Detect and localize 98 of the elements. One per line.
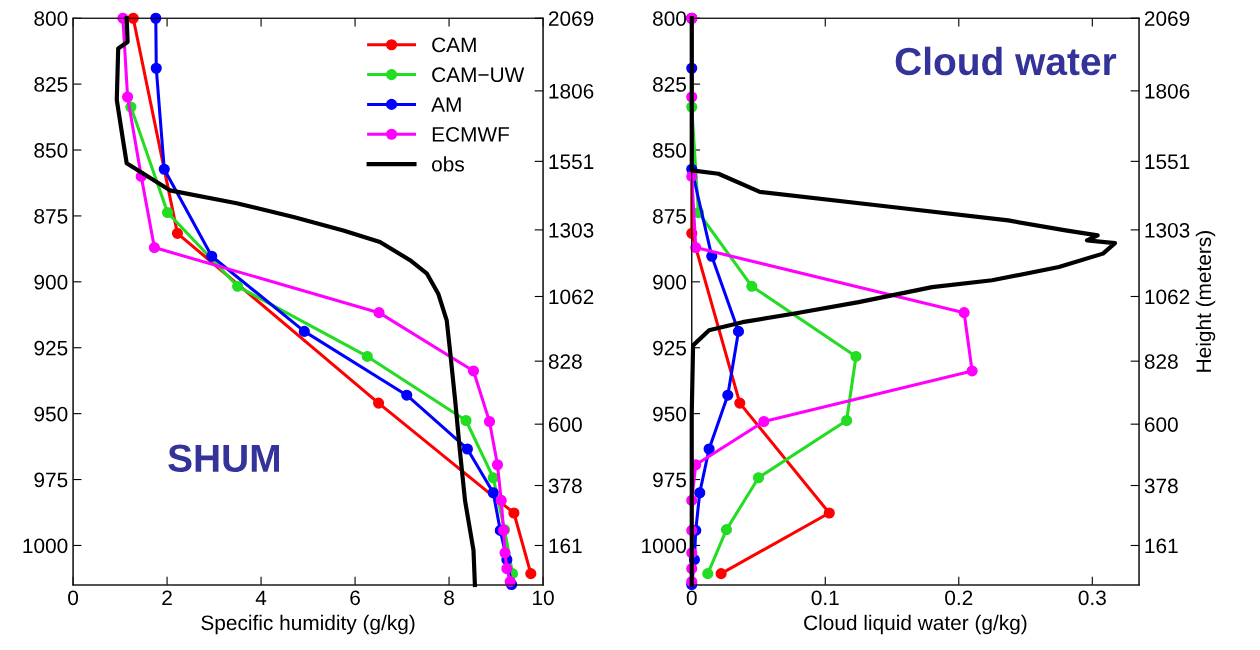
point bbox=[161, 206, 174, 219]
point bbox=[495, 494, 507, 506]
point bbox=[491, 459, 504, 471]
y2-tick-label: 1062 bbox=[1145, 289, 1190, 305]
x-axis-title: Specific humidity (g/kg) bbox=[201, 614, 415, 635]
point bbox=[690, 242, 702, 254]
point bbox=[232, 280, 244, 292]
point bbox=[850, 350, 862, 362]
point bbox=[841, 414, 853, 427]
point bbox=[361, 350, 373, 362]
x-tick-label: 0 bbox=[686, 590, 697, 606]
point bbox=[373, 397, 385, 409]
point bbox=[732, 325, 745, 337]
x-tick-label: 4 bbox=[255, 590, 267, 605]
y2-tick-label: 1551 bbox=[1145, 154, 1190, 170]
point bbox=[703, 443, 715, 455]
point bbox=[171, 227, 183, 239]
point bbox=[702, 568, 714, 580]
y-tick-label: 925 bbox=[34, 340, 68, 356]
x-tick-label: 2 bbox=[162, 590, 172, 605]
y2-axis-title: Height (meters) bbox=[1195, 231, 1216, 372]
y-tick-label: 875 bbox=[653, 208, 687, 224]
y2-tick-label: 1806 bbox=[549, 83, 594, 99]
y-tick-label: 900 bbox=[34, 274, 68, 290]
y2-tick-label: 378 bbox=[1144, 478, 1178, 494]
point bbox=[150, 62, 162, 74]
point bbox=[966, 365, 978, 377]
y2-tick-label: 1303 bbox=[1145, 222, 1190, 238]
y-tick-label: 975 bbox=[653, 472, 687, 488]
point bbox=[461, 443, 473, 455]
y-tick-label: 825 bbox=[653, 77, 687, 92]
x-tick-label: 10 bbox=[533, 590, 554, 606]
annotation: SHUM bbox=[168, 444, 279, 473]
legend-label: obs bbox=[432, 156, 464, 172]
point bbox=[525, 568, 537, 580]
x-tick-label: 0.2 bbox=[945, 590, 973, 606]
point bbox=[720, 524, 733, 536]
point bbox=[752, 472, 765, 484]
y-tick-label: 950 bbox=[34, 406, 68, 422]
point bbox=[746, 280, 758, 292]
y-tick-label: 875 bbox=[34, 208, 68, 224]
legend-label: AM bbox=[431, 97, 461, 112]
x-axis-title: Cloud liquid water (g/kg) bbox=[804, 614, 1027, 635]
y2-tick-label: 2069 bbox=[1144, 11, 1190, 26]
point bbox=[483, 415, 496, 428]
point bbox=[487, 472, 499, 484]
x-tick-label: 0.1 bbox=[811, 590, 839, 606]
point bbox=[158, 163, 170, 175]
y-tick-label: 825 bbox=[34, 77, 68, 92]
y2-tick-label: 161 bbox=[549, 538, 582, 554]
point bbox=[148, 242, 160, 254]
point bbox=[508, 507, 520, 519]
point bbox=[734, 397, 746, 409]
y-tick-label: 800 bbox=[653, 11, 687, 26]
point bbox=[958, 307, 970, 319]
point bbox=[501, 563, 513, 575]
annotation: Cloud water bbox=[895, 46, 1117, 76]
x-tick-label: 8 bbox=[444, 590, 454, 606]
legend-label: ECMWF bbox=[432, 127, 509, 142]
point bbox=[460, 414, 472, 427]
legend-label: CAM−UW bbox=[432, 67, 525, 83]
y2-tick-label: 600 bbox=[1144, 417, 1178, 432]
point bbox=[715, 568, 727, 580]
y-tick-label: 925 bbox=[653, 340, 687, 356]
point bbox=[722, 389, 734, 401]
y-tick-label: 850 bbox=[653, 143, 687, 158]
y2-tick-label: 378 bbox=[548, 478, 582, 494]
y-tick-label: 950 bbox=[653, 406, 687, 422]
x-tick-label: 6 bbox=[350, 590, 360, 606]
y-tick-label: 850 bbox=[34, 143, 68, 158]
x-tick-label: 0 bbox=[68, 590, 79, 606]
point bbox=[122, 91, 134, 103]
legend-label: CAM bbox=[432, 37, 476, 53]
point bbox=[499, 547, 511, 559]
point bbox=[298, 325, 310, 337]
y-tick-label: 1000 bbox=[23, 538, 68, 554]
y2-tick-label: 828 bbox=[1144, 354, 1178, 369]
y2-tick-label: 1551 bbox=[549, 154, 594, 170]
y-tick-label: 800 bbox=[34, 11, 68, 26]
point bbox=[758, 415, 770, 428]
point bbox=[401, 389, 413, 401]
point bbox=[694, 487, 706, 499]
y2-tick-label: 1303 bbox=[549, 222, 594, 238]
y2-tick-label: 828 bbox=[548, 354, 582, 369]
y-tick-label: 1000 bbox=[642, 538, 687, 554]
y2-tick-label: 2069 bbox=[548, 11, 594, 26]
x-tick-label: 0.3 bbox=[1078, 590, 1106, 606]
y-tick-label: 975 bbox=[34, 472, 68, 488]
y2-tick-label: 1806 bbox=[1145, 83, 1190, 99]
y-tick-label: 900 bbox=[653, 274, 687, 290]
point bbox=[206, 250, 218, 262]
point bbox=[373, 307, 385, 319]
y2-tick-label: 1062 bbox=[549, 289, 594, 305]
point bbox=[487, 487, 499, 499]
y2-tick-label: 161 bbox=[1145, 538, 1178, 554]
point bbox=[823, 507, 835, 519]
point bbox=[467, 365, 480, 377]
y2-tick-label: 600 bbox=[548, 417, 582, 432]
